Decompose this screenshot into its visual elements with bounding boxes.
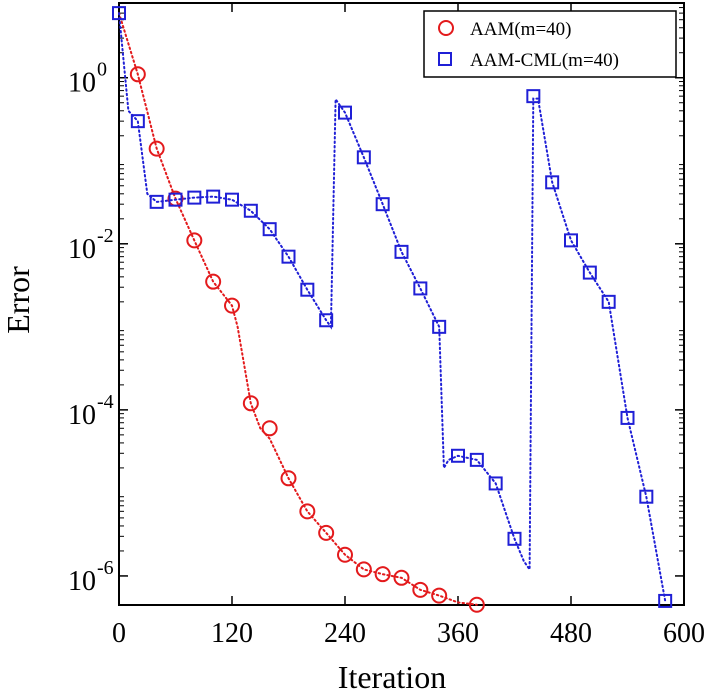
x-tick-label: 360: [437, 618, 479, 649]
legend-marker-aam-cml: [438, 52, 452, 66]
y-tick-label: 10: [68, 68, 96, 99]
y-tick-label: 10: [68, 234, 96, 265]
axes-box: [118, 2, 685, 606]
aam-marker: [242, 395, 259, 412]
aam-cml-marker: [658, 593, 673, 608]
x-tick-label: 480: [550, 618, 592, 649]
aam-cml-marker: [582, 265, 597, 280]
legend-label-aam: AAM(m=40): [470, 19, 572, 40]
x-tick-labels: 0 120 240 360 480 600: [112, 618, 705, 649]
aam-cml-marker: [149, 194, 164, 209]
x-tick-label: 0: [112, 618, 126, 649]
aam-marker: [224, 297, 240, 314]
aam-marker: [337, 546, 353, 563]
aam-cml-marker: [262, 222, 277, 237]
aam-cml-marker: [375, 197, 390, 212]
aam-cml-marker: [526, 89, 541, 104]
aam-cml-marker: [507, 531, 522, 546]
aam-cml-marker: [413, 281, 428, 296]
legend-marker-aam: [438, 20, 454, 36]
aam-cml-marker: [319, 313, 334, 328]
series-lines: [118, 12, 667, 606]
y-tick-label: 10: [68, 400, 96, 431]
aam-cml-marker: [564, 233, 578, 248]
aam-cml-marker: [356, 150, 371, 165]
y-axis-label: Error: [0, 266, 36, 334]
y-tick-exponent: -2: [97, 225, 114, 247]
x-tick-label: 120: [211, 618, 253, 649]
aam-cml-marker: [168, 192, 183, 207]
aam-cml-marker: [451, 448, 465, 463]
aam-marker: [355, 561, 372, 578]
aam-cml-marker: [394, 244, 409, 259]
y-tick-exponent: -4: [97, 391, 114, 413]
legend: AAM(m=40) AAM-CML(m=40): [423, 10, 677, 78]
aam-marker: [393, 569, 410, 586]
aam-marker: [412, 581, 429, 598]
aam-cml-marker: [432, 319, 447, 334]
aam-cml-marker: [130, 114, 145, 129]
aam-marker: [299, 503, 316, 520]
x-axis-label: Iteration: [338, 659, 446, 692]
aam-marker: [280, 470, 297, 487]
legend-label-aam-cml: AAM-CML(m=40): [470, 50, 619, 71]
x-tick-label: 600: [663, 618, 705, 649]
aam-cml-marker: [620, 410, 635, 425]
aam-cml-marker: [469, 452, 484, 467]
aam-marker: [129, 66, 146, 83]
aam-cml-marker: [243, 203, 258, 218]
y-tick-label: 10: [68, 566, 96, 597]
series-line-aam: [118, 12, 478, 606]
aam-cml-marker: [639, 489, 654, 504]
aam-cml-marker: [488, 476, 503, 491]
aam-marker: [318, 524, 335, 541]
aam-marker: [374, 566, 391, 583]
y-tick-exponent: 0: [97, 59, 107, 81]
aam-marker: [148, 140, 165, 157]
legend-box: [423, 10, 677, 78]
x-tick-label: 240: [324, 618, 366, 649]
aam-cml-marker: [281, 249, 296, 264]
aam-cml-marker: [338, 105, 352, 120]
series-line-aam-cml: [118, 12, 667, 602]
aam-cml-marker: [112, 6, 126, 21]
aam-cml-marker: [545, 175, 560, 190]
plot-area: [112, 2, 685, 613]
aam-marker: [261, 420, 278, 437]
aam-cml-marker: [601, 294, 616, 309]
aam-marker: [468, 596, 485, 613]
aam-marker: [186, 232, 203, 249]
aam-marker: [205, 273, 222, 290]
aam-cml-marker: [187, 190, 202, 205]
aam-cml-marker: [225, 192, 239, 207]
aam-cml-marker: [300, 282, 315, 297]
aam-marker: [431, 587, 448, 604]
aam-cml-marker: [206, 189, 221, 204]
y-tick-exponent: -6: [97, 557, 114, 579]
series-markers: [112, 6, 673, 613]
